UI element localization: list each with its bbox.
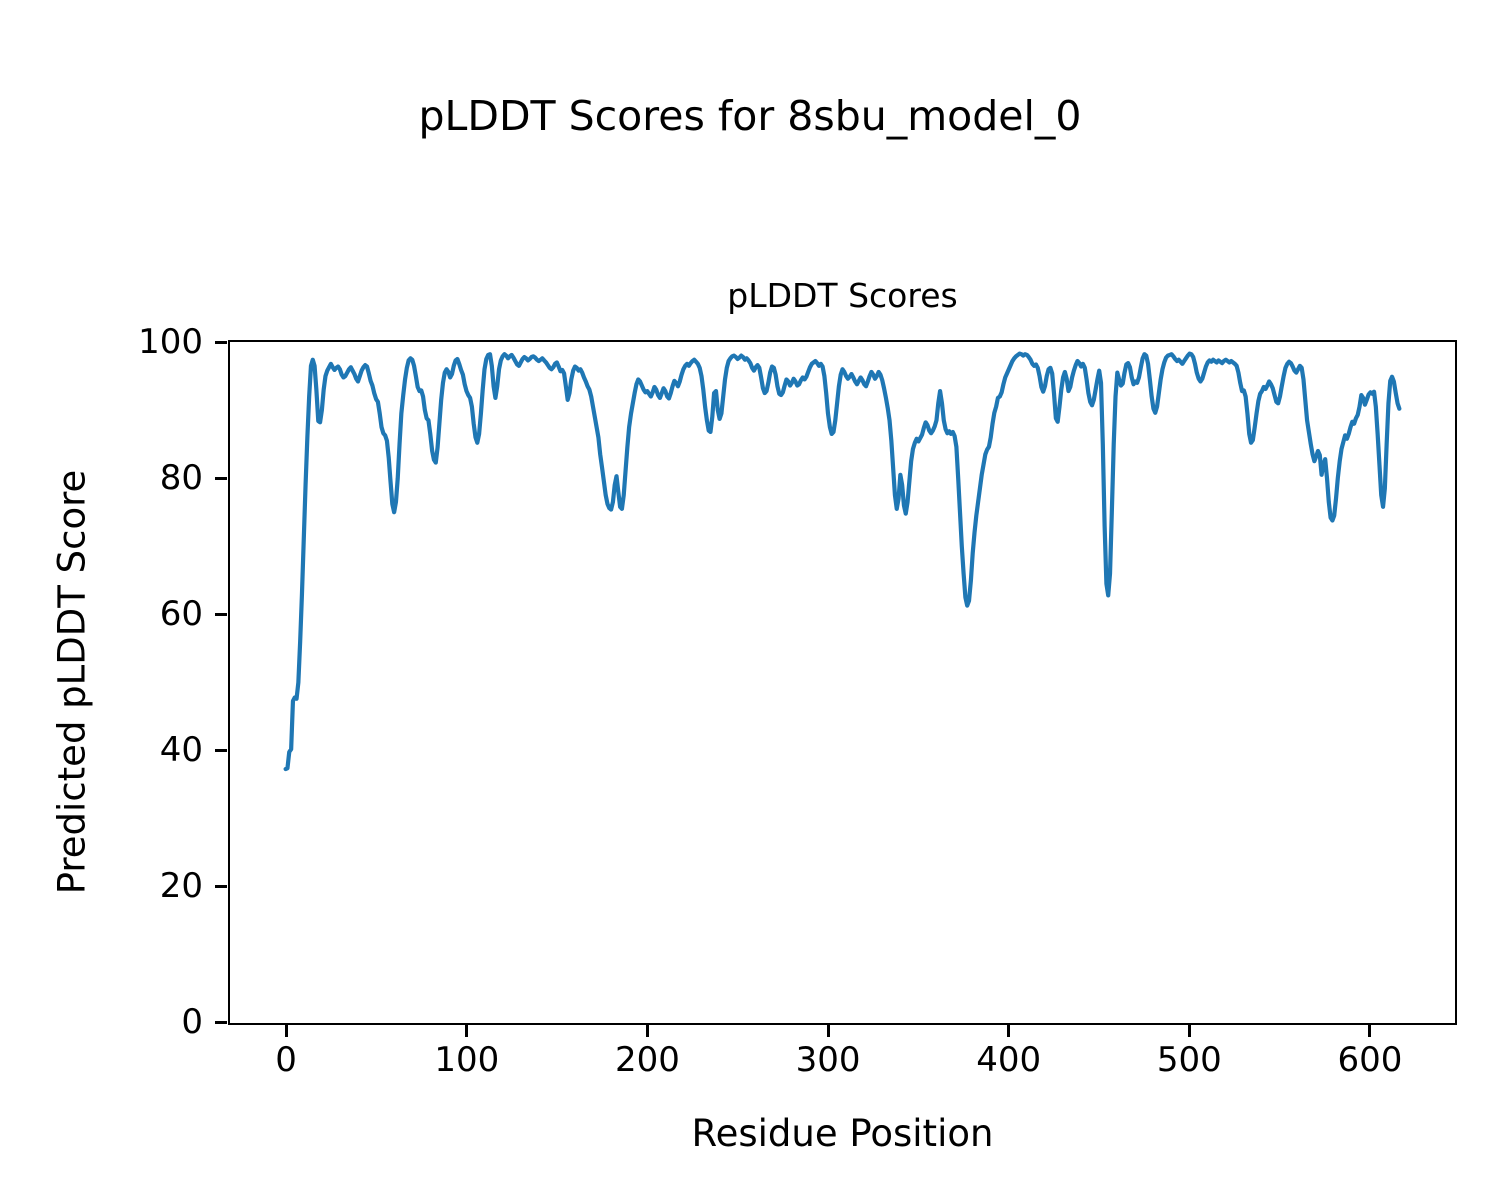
- y-tick-label: 40: [159, 729, 203, 770]
- plot-area: [228, 340, 1457, 1025]
- y-tick-label: 0: [181, 1001, 203, 1042]
- y-tick-label: 100: [138, 321, 203, 362]
- y-tick-mark: [215, 1021, 227, 1024]
- y-tick-mark: [215, 477, 227, 480]
- y-tick-mark: [215, 749, 227, 752]
- x-tick-label: 400: [976, 1040, 1042, 1080]
- y-tick-mark: [215, 341, 227, 344]
- x-tick-mark: [1007, 1025, 1011, 1037]
- x-tick-mark: [465, 1025, 469, 1037]
- plddt-line-series: [283, 351, 1402, 772]
- x-tick-label: 300: [795, 1040, 861, 1080]
- x-tick-label: 0: [275, 1040, 297, 1080]
- x-tick-label: 200: [614, 1040, 680, 1080]
- x-axis-label: Residue Position: [691, 1112, 994, 1155]
- plddt-line-chart: [283, 351, 1402, 772]
- x-tick-label: 600: [1337, 1040, 1403, 1080]
- figure-title: pLDDT Scores for 8sbu_model_0: [418, 92, 1082, 140]
- x-tick-mark: [1187, 1025, 1191, 1037]
- x-tick-label: 500: [1156, 1040, 1222, 1080]
- y-tick-label: 80: [159, 457, 203, 498]
- x-tick-mark: [826, 1025, 830, 1037]
- axes-title: pLDDT Scores: [727, 276, 958, 315]
- x-tick-mark: [1368, 1025, 1372, 1037]
- y-tick-label: 60: [159, 593, 203, 634]
- y-tick-mark: [215, 613, 227, 616]
- y-tick-mark: [215, 885, 227, 888]
- x-tick-mark: [284, 1025, 288, 1037]
- x-tick-label: 100: [434, 1040, 500, 1080]
- y-axis-label: Predicted pLDDT Score: [50, 469, 94, 895]
- y-tick-label: 20: [159, 865, 203, 906]
- x-tick-mark: [645, 1025, 649, 1037]
